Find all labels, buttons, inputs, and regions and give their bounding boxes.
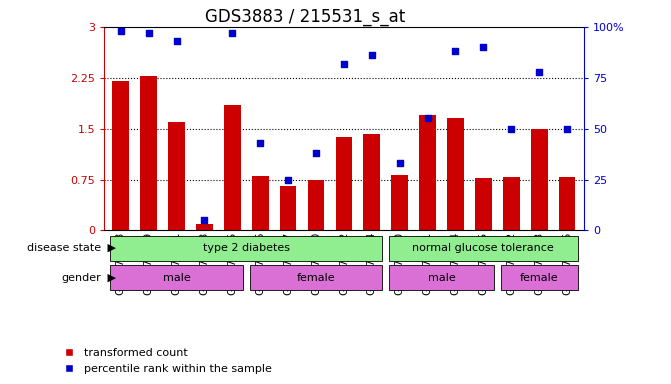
Bar	[336, 137, 352, 230]
Bar	[110, 265, 243, 290]
Bar	[250, 265, 382, 290]
Bar	[475, 178, 492, 230]
Text: female: female	[520, 273, 558, 283]
Bar	[419, 115, 436, 230]
Text: male: male	[427, 273, 456, 283]
Point	[338, 60, 349, 66]
Bar	[196, 223, 213, 230]
Point	[115, 28, 126, 34]
Point	[562, 126, 572, 132]
Bar	[252, 176, 268, 230]
Bar	[224, 105, 241, 230]
Point	[171, 38, 182, 44]
Text: ▶: ▶	[104, 243, 116, 253]
Bar	[447, 118, 464, 230]
Legend: transformed count, percentile rank within the sample: transformed count, percentile rank withi…	[59, 344, 276, 379]
Point	[533, 69, 544, 75]
Point	[311, 150, 321, 156]
Text: ▶: ▶	[104, 273, 116, 283]
Point	[282, 177, 293, 183]
Bar	[559, 177, 576, 230]
Point	[450, 48, 461, 55]
Bar	[391, 175, 408, 230]
Bar	[389, 265, 494, 290]
Point	[199, 217, 210, 223]
Text: normal glucose tolerance: normal glucose tolerance	[413, 243, 554, 253]
Bar	[168, 122, 185, 230]
Bar	[531, 129, 548, 230]
Point	[227, 30, 238, 36]
Point	[506, 126, 517, 132]
Text: type 2 diabetes: type 2 diabetes	[203, 243, 290, 253]
Text: female: female	[297, 273, 336, 283]
Point	[478, 44, 488, 50]
Bar	[389, 236, 578, 260]
Bar	[503, 177, 519, 230]
Bar	[501, 265, 578, 290]
Bar	[364, 134, 380, 230]
Point	[255, 140, 266, 146]
Text: male: male	[162, 273, 191, 283]
Text: disease state: disease state	[27, 243, 101, 253]
Bar	[110, 236, 382, 260]
Point	[144, 30, 154, 36]
Point	[366, 52, 377, 58]
Point	[395, 160, 405, 166]
Bar	[307, 180, 324, 230]
Bar	[280, 186, 297, 230]
Bar	[112, 81, 129, 230]
Title: GDS3883 / 215531_s_at: GDS3883 / 215531_s_at	[205, 8, 406, 26]
Bar	[140, 76, 157, 230]
Text: gender: gender	[61, 273, 101, 283]
Point	[422, 115, 433, 121]
